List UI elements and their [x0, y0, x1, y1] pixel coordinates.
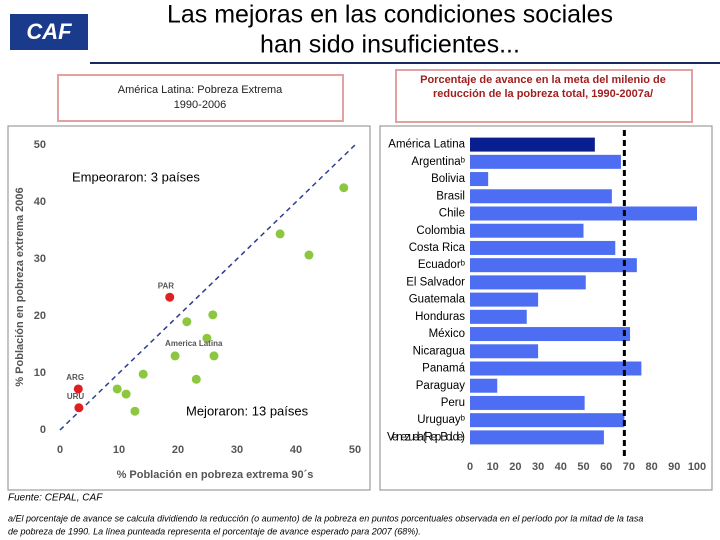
logo-box — [10, 14, 88, 50]
x-tick-label: 50 — [577, 461, 589, 473]
x-tick-label: 30 — [231, 444, 243, 456]
point-label: America Latina — [165, 339, 223, 348]
x-tick-label: 0 — [57, 444, 63, 456]
category-label: Nicaragua — [413, 345, 466, 357]
category-label: Paraguay — [416, 380, 465, 392]
point — [165, 292, 175, 302]
point-label: ARG — [66, 373, 84, 382]
bar — [470, 344, 539, 359]
bar — [470, 361, 642, 376]
bar — [470, 172, 489, 187]
point — [121, 389, 131, 399]
x-tick-label: 10 — [113, 444, 125, 456]
bar — [470, 223, 584, 238]
y-tick-label: 40 — [34, 196, 46, 208]
y-tick-label: 20 — [34, 310, 46, 322]
logo: CAF — [26, 19, 72, 44]
point-label: PAR — [158, 281, 175, 290]
bar — [470, 327, 631, 342]
category-label: Panamá — [422, 363, 465, 375]
bar — [470, 378, 498, 393]
x-tick-label: 70 — [623, 461, 635, 473]
x-tick-label: 80 — [645, 461, 657, 473]
plot-frame — [379, 125, 713, 491]
category-label: Peru — [441, 397, 465, 409]
point — [74, 403, 84, 413]
y-axis-label: % Población en pobreza extrema 2006 — [14, 187, 26, 386]
chart-title: Porcentaje de avance en la meta del mile… — [420, 74, 666, 86]
y-tick-label: 10 — [34, 367, 46, 379]
bar — [470, 309, 527, 324]
point — [208, 310, 218, 320]
category-label: Chile — [439, 208, 465, 220]
point — [182, 317, 192, 327]
chart-title: 1990-2006 — [174, 99, 227, 111]
point — [339, 183, 349, 193]
point — [209, 351, 219, 361]
category-label: Guatemala — [409, 294, 466, 306]
plot-frame — [7, 125, 371, 491]
y-tick-label: 0 — [40, 424, 46, 436]
x-tick-label: 0 — [467, 461, 473, 473]
category-label: Bolivia — [431, 173, 465, 185]
x-tick-label: 40 — [555, 461, 567, 473]
y-tick-label: 30 — [34, 253, 46, 265]
category-label: Venezuela (Rep Bol. de) — [387, 431, 465, 443]
x-tick-label: 20 — [172, 444, 184, 456]
x-axis-label: % Población en pobreza extrema 90´s — [117, 469, 314, 481]
point — [170, 351, 180, 361]
chart-title: reducción de la pobreza total, 1990-2007… — [433, 88, 653, 100]
slide-title: Las mejoras en las condiciones sociales — [167, 1, 613, 29]
chart-title: América Latina: Pobreza Extrema — [118, 84, 283, 96]
x-tick-label: 90 — [668, 461, 680, 473]
bar — [470, 137, 595, 152]
footnote: de pobreza de 1990. La línea punteada re… — [8, 526, 421, 536]
title-box — [57, 74, 344, 122]
point — [275, 229, 285, 239]
category-label: Colombia — [416, 225, 465, 237]
bar — [470, 240, 616, 255]
category-label: Uruguayᵇ — [417, 414, 465, 426]
category-label: Ecuadorᵇ — [418, 259, 466, 271]
x-tick-label: 40 — [290, 444, 302, 456]
x-tick-label: 60 — [600, 461, 612, 473]
title-box — [395, 69, 693, 123]
bar — [470, 206, 697, 221]
point — [191, 374, 201, 384]
category-label: Costa Rica — [409, 242, 466, 254]
x-tick-label: 10 — [487, 461, 499, 473]
category-label: Honduras — [415, 311, 465, 323]
category-label: Brasil — [436, 190, 465, 202]
point-label: URU — [67, 392, 85, 401]
x-tick-label: 20 — [509, 461, 521, 473]
bar — [470, 395, 585, 410]
point — [138, 369, 148, 379]
x-tick-label: 30 — [532, 461, 544, 473]
category-label: Argentinaᵇ — [411, 156, 465, 168]
point — [73, 384, 83, 394]
bar — [470, 413, 625, 428]
point — [304, 250, 314, 260]
bar — [470, 430, 604, 445]
point — [202, 333, 212, 343]
bar — [470, 189, 612, 204]
slide-title: han sido insuficientes... — [260, 31, 520, 59]
source: Fuente: CEPAL, CAF — [8, 493, 103, 504]
x-tick-label: 100 — [688, 461, 706, 473]
point — [130, 406, 140, 416]
annotation: Empeoraron: 3 países — [72, 169, 200, 184]
x-tick-label: 50 — [349, 444, 361, 456]
point — [112, 384, 122, 394]
y-tick-label: 50 — [34, 139, 46, 151]
annotation: Mejoraron: 13 países — [186, 403, 309, 418]
category-label: México — [429, 328, 465, 340]
category-label: El Salvador — [406, 276, 465, 288]
footnote: a/El porcentaje de avance se calcula div… — [8, 513, 643, 523]
bar — [470, 275, 586, 290]
bar — [470, 154, 621, 169]
bar — [470, 258, 637, 273]
bar — [470, 292, 539, 307]
category-label: América Latina — [388, 139, 465, 151]
